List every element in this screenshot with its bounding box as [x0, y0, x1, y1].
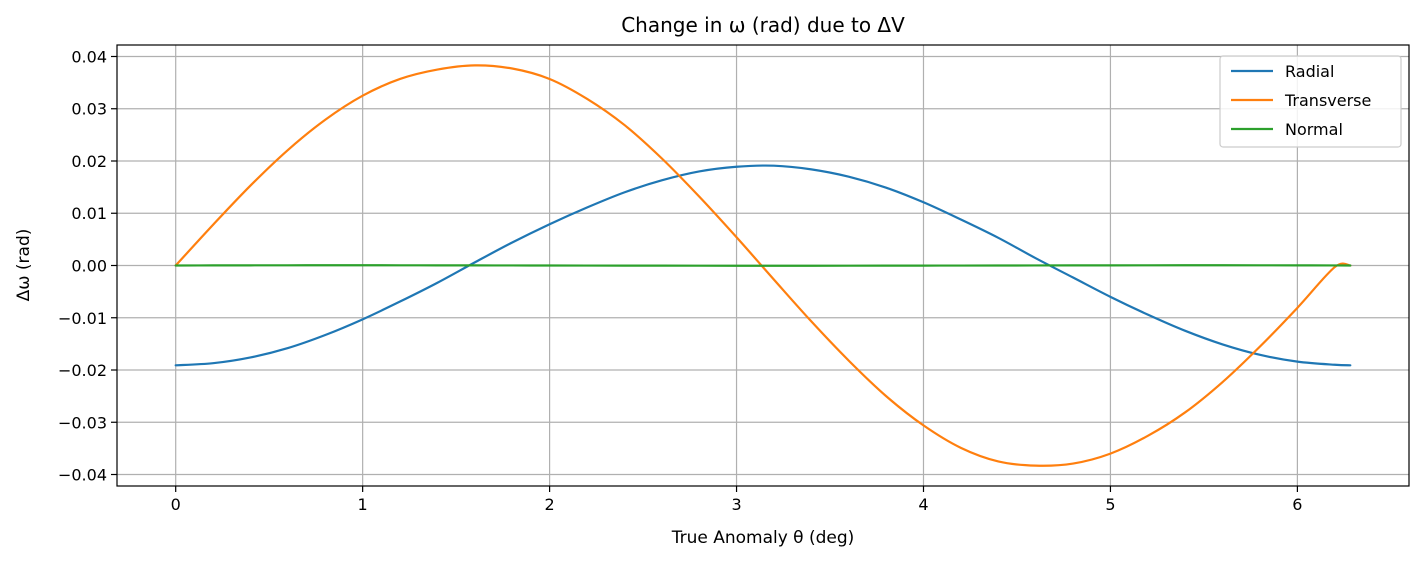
y-axis: 0.04 0.03 0.02 0.01 0.00 −0.01 −0.02 −0.03 −0.04: [58, 47, 117, 485]
x-tick-label: 5: [1105, 495, 1115, 514]
legend-label-radial: Radial: [1285, 62, 1334, 81]
chart-title: Change in ω (rad) due to ΔV: [621, 13, 905, 37]
x-tick-label: 6: [1292, 495, 1302, 514]
x-tick-label: 1: [358, 495, 368, 514]
y-tick-label: −0.03: [58, 413, 107, 432]
y-tick-label: −0.04: [58, 466, 107, 485]
y-axis-title: Δω (rad): [14, 229, 34, 302]
y-tick-label: −0.02: [58, 361, 107, 380]
x-tick-label: 3: [731, 495, 741, 514]
legend-entries: Radial Transverse Normal: [1231, 62, 1371, 139]
x-tick-label: 4: [918, 495, 928, 514]
series-line-radial: [174, 164, 1352, 367]
y-tick-label: 0.03: [71, 100, 107, 119]
x-axis: 0 1 2 3 4 5 6: [171, 486, 1302, 514]
y-tick-label: 0.04: [71, 47, 107, 66]
legend-label-transverse: Transverse: [1284, 91, 1371, 110]
x-tick-label: 0: [171, 495, 181, 514]
series-line-normal: [174, 264, 1352, 267]
x-axis-title: True Anomaly θ (deg): [671, 528, 855, 548]
series-line-transverse: [174, 64, 1352, 467]
y-tick-label: 0.00: [71, 257, 107, 276]
series-lines: [174, 64, 1352, 467]
y-tick-label: 0.01: [71, 204, 107, 223]
legend-label-normal: Normal: [1285, 120, 1343, 139]
grid: [117, 45, 1409, 486]
y-tick-label: 0.02: [71, 152, 107, 171]
y-tick-label: −0.01: [58, 309, 107, 328]
legend: Radial Transverse Normal: [1219, 55, 1402, 148]
legend-box: [1219, 55, 1402, 148]
x-tick-label: 2: [545, 495, 555, 514]
